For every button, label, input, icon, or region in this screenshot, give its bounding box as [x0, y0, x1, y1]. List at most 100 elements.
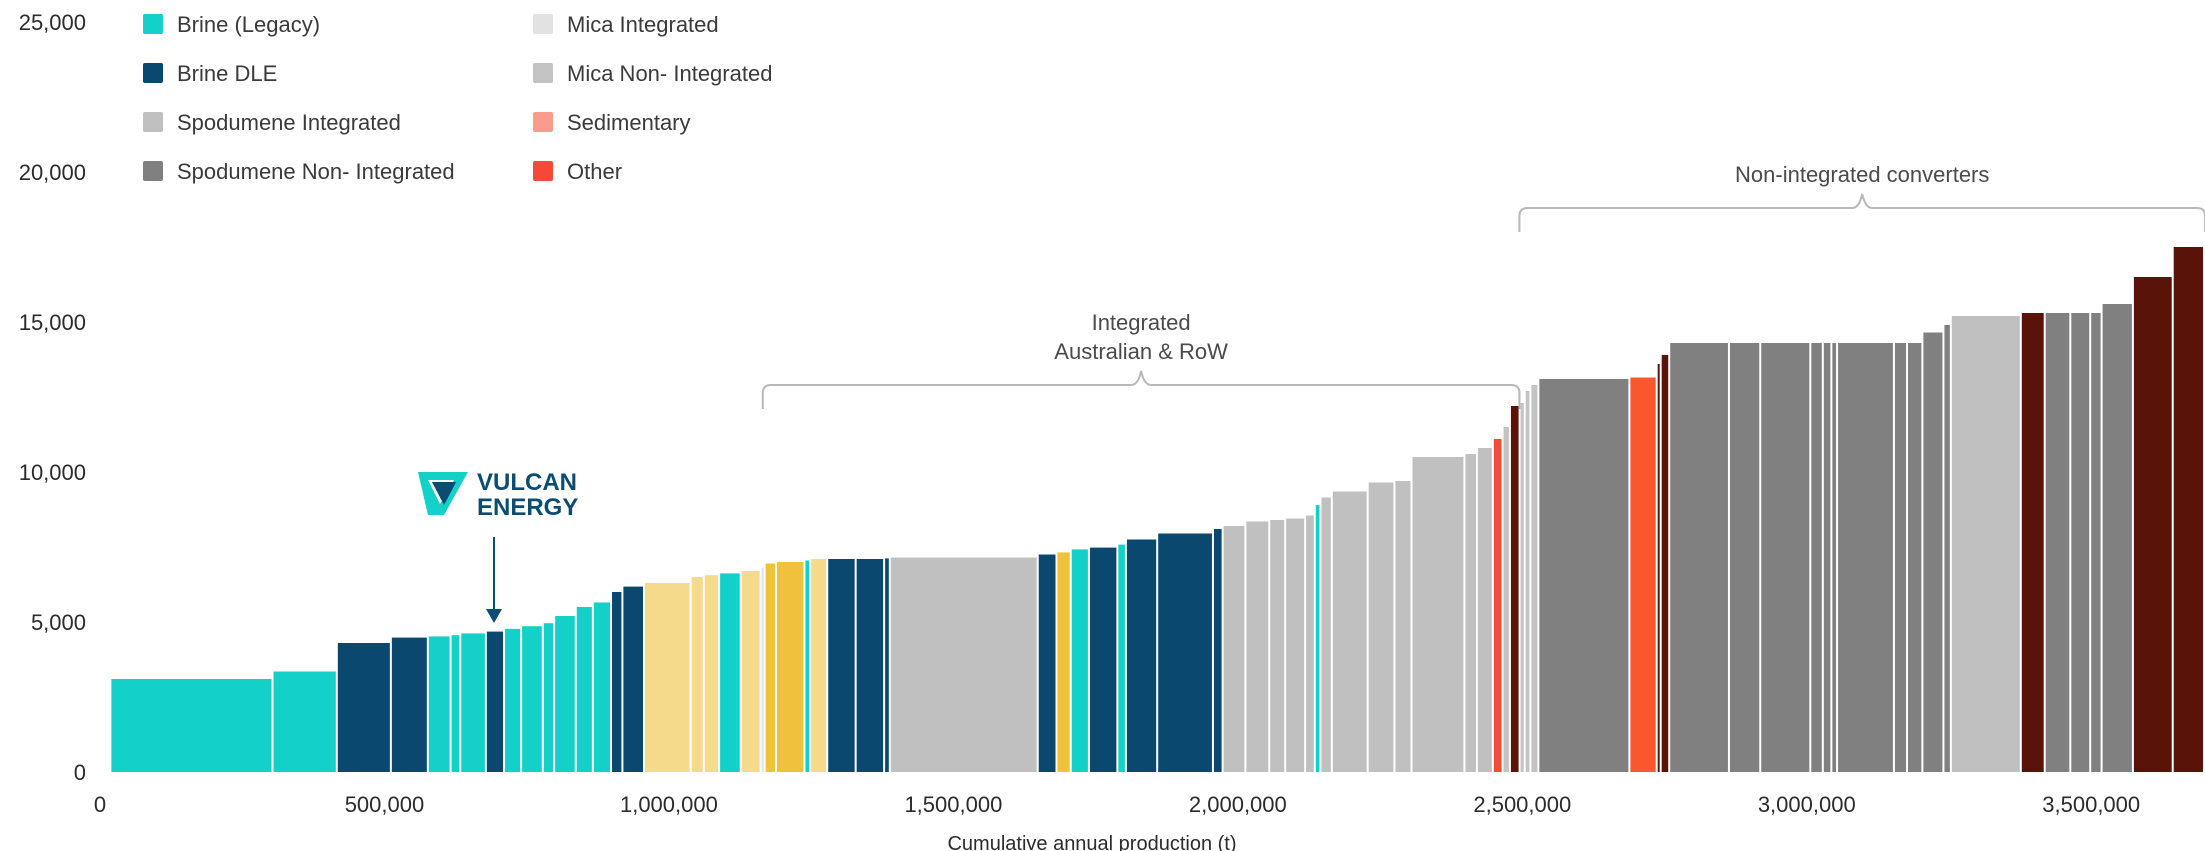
bar-34 [1118, 544, 1125, 772]
bar-37 [1213, 529, 1222, 772]
brace-integrated [761, 370, 1521, 409]
bar-47 [1395, 481, 1411, 772]
bar-23 [777, 562, 804, 772]
vulcan-arrow-head [486, 609, 502, 623]
x-tick-label-3: 1,500,000 [904, 792, 1002, 817]
legend-label-mica_int: Mica Integrated [567, 12, 719, 37]
bar-48 [1412, 457, 1464, 772]
vulcan-logo-line2: ENERGY [477, 494, 578, 521]
bar-29 [890, 557, 1037, 772]
bar-32 [1071, 549, 1088, 772]
legend-swatch-other [533, 161, 553, 181]
bar-7 [486, 631, 504, 772]
bar-41 [1286, 518, 1305, 772]
bar-61 [1670, 343, 1728, 772]
annotation-nonintegrated-line-0: Non-integrated converters [1735, 162, 1989, 187]
bar-63 [1761, 343, 1810, 772]
bar-5 [451, 635, 460, 772]
bar-54 [1520, 403, 1524, 772]
y-axis: 0 5,000 10,000 15,000 20,000 25,000 [19, 10, 86, 785]
bar-33 [1089, 547, 1117, 772]
bar-60 [1661, 355, 1669, 772]
bar-35 [1126, 539, 1157, 772]
bar-16 [645, 583, 690, 772]
bar-36 [1158, 533, 1212, 772]
bar-44 [1321, 497, 1331, 772]
legend-label-spod_nonint: Spodumene Non- Integrated [177, 159, 455, 184]
annotation-integrated-line-1: Australian & RoW [1054, 339, 1228, 364]
legend-swatch-brine_dle [143, 63, 163, 83]
bar-68 [1894, 343, 1907, 772]
bar-55 [1525, 391, 1530, 772]
legend-swatch-mica_nonint [533, 63, 553, 83]
bar-57 [1539, 379, 1629, 772]
annotations: Integrated Australian & RoW Non-integrated… [761, 162, 2205, 409]
brace-nonintegrated [1518, 193, 2205, 232]
bar-70 [1923, 332, 1943, 772]
bar-52 [1503, 427, 1509, 772]
bar-2 [337, 643, 390, 772]
bar-12 [576, 607, 592, 772]
bar-4 [428, 636, 450, 772]
y-tick-label-5: 25,000 [19, 10, 86, 35]
x-axis-label: Cumulative annual production (t) [947, 833, 1236, 851]
x-tick-label-2: 1,000,000 [620, 792, 718, 817]
legend-swatch-spod_int [143, 112, 163, 132]
bar-27 [856, 559, 884, 772]
bar-31 [1057, 552, 1070, 772]
y-tick-label-2: 10,000 [19, 460, 86, 485]
y-tick-label-1: 5,000 [31, 610, 86, 635]
legend-label-mica_nonint: Mica Non- Integrated [567, 61, 772, 86]
bar-17 [691, 577, 703, 772]
bar-8 [505, 628, 521, 772]
bar-65 [1823, 343, 1831, 772]
bars-group [111, 247, 2203, 772]
bar-73 [2021, 313, 2044, 772]
bar-18 [704, 575, 719, 772]
bar-66 [1832, 343, 1837, 772]
bar-62 [1729, 343, 1760, 772]
bar-24 [805, 560, 810, 772]
bar-72 [1951, 316, 2020, 772]
bar-1 [273, 671, 336, 772]
bar-46 [1368, 482, 1394, 772]
legend-swatch-sedimentary [533, 112, 553, 132]
bar-50 [1477, 448, 1492, 772]
bar-11 [555, 616, 575, 772]
bar-14 [612, 592, 622, 772]
annotation-integrated-line-0: Integrated [1092, 310, 1191, 335]
x-tick-label-0: 0 [94, 792, 106, 817]
legend-label-other: Other [567, 159, 622, 184]
bar-49 [1465, 454, 1476, 772]
y-tick-label-0: 0 [74, 760, 86, 785]
bar-53 [1510, 406, 1519, 772]
legend-label-brine_legacy: Brine (Legacy) [177, 12, 320, 37]
bar-79 [2173, 247, 2203, 772]
bar-6 [461, 633, 485, 772]
legend-label-sedimentary: Sedimentary [567, 110, 691, 135]
bar-28 [885, 558, 889, 772]
x-axis: 0 500,000 1,000,000 1,500,000 2,000,000 2,500… [94, 792, 2140, 817]
bar-38 [1223, 526, 1245, 772]
bar-75 [2071, 313, 2090, 772]
bar-39 [1246, 521, 1269, 772]
bar-78 [2133, 277, 2172, 772]
bar-43 [1315, 505, 1320, 772]
legend-label-brine_dle: Brine DLE [177, 61, 277, 86]
x-tick-label-6: 3,000,000 [1758, 792, 1856, 817]
bar-25 [811, 559, 827, 772]
bar-58 [1630, 377, 1656, 772]
legend-label-spod_int: Spodumene Integrated [177, 110, 401, 135]
x-tick-label-5: 2,500,000 [1473, 792, 1571, 817]
bar-0 [111, 679, 272, 772]
y-tick-label-4: 20,000 [19, 160, 86, 185]
bar-45 [1332, 491, 1367, 772]
bar-10 [543, 623, 554, 772]
bar-15 [623, 586, 644, 772]
bar-64 [1811, 343, 1822, 772]
bar-9 [522, 626, 542, 772]
bar-59 [1657, 364, 1660, 772]
x-tick-label-7: 3,500,000 [2042, 792, 2140, 817]
bar-3 [391, 637, 427, 772]
